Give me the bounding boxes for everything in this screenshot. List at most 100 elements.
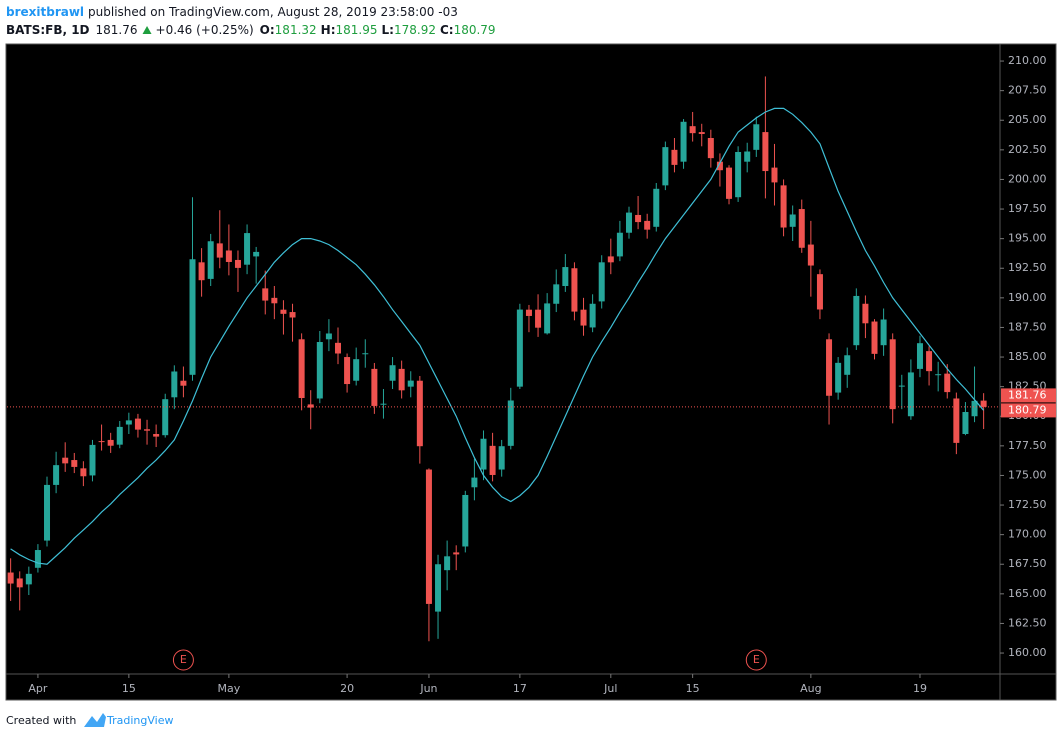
- candle-body: [153, 434, 160, 437]
- close-price-box: [1001, 403, 1056, 418]
- event-label: E: [753, 653, 760, 666]
- candle-body: [689, 126, 696, 134]
- candle-body: [926, 351, 933, 372]
- candle-body: [398, 368, 405, 391]
- candle-body: [389, 365, 396, 381]
- candle-body: [362, 353, 369, 355]
- candle-body: [771, 167, 778, 183]
- x-tick-label: Jul: [603, 682, 617, 695]
- candle-body: [753, 124, 760, 150]
- candle-body: [234, 259, 241, 268]
- y-tick-label: 205.00: [1008, 113, 1047, 126]
- candle-body: [180, 380, 187, 386]
- y-tick-label: 197.50: [1008, 202, 1047, 215]
- candle-body: [507, 400, 514, 446]
- candle-body: [435, 564, 442, 612]
- candle-body: [189, 259, 196, 375]
- quote-line: BATS:FB, 1D 181.76 +0.46 (+0.25%) O:181.32 H…: [6, 23, 496, 37]
- candle-body: [835, 362, 842, 393]
- candle-body: [935, 374, 942, 376]
- candle-body: [889, 339, 896, 410]
- candle-body: [216, 243, 223, 258]
- y-tick-label: 160.00: [1008, 646, 1047, 659]
- candle-body: [853, 295, 860, 346]
- candle-body: [244, 233, 251, 265]
- x-tick-label: 15: [686, 682, 700, 695]
- candle-body: [325, 333, 332, 340]
- candle-body: [353, 359, 360, 381]
- candle-body: [407, 380, 414, 387]
- candle-body: [735, 151, 742, 198]
- candle-body: [344, 357, 351, 385]
- candle-body: [298, 339, 305, 399]
- x-tick-label: 20: [340, 682, 354, 695]
- y-tick-label: 210.00: [1008, 54, 1047, 67]
- x-tick-label: Aug: [800, 682, 821, 695]
- candle-body: [616, 232, 623, 257]
- candle-body: [980, 400, 987, 407]
- candle-body: [462, 494, 469, 547]
- o-label: O:: [260, 23, 275, 37]
- chart-frame: [5, 43, 1057, 701]
- y-tick-label: 200.00: [1008, 172, 1047, 185]
- c-value: 180.79: [454, 23, 496, 37]
- candle-body: [625, 212, 632, 233]
- candle-body: [198, 262, 205, 281]
- candle-body: [571, 268, 578, 312]
- x-tick-label: 17: [513, 682, 527, 695]
- candle-body: [44, 484, 51, 541]
- candle-body: [798, 209, 805, 248]
- candle-body: [680, 121, 687, 162]
- moving-average: [10, 107, 985, 565]
- x-tick-label: Jun: [419, 682, 437, 695]
- y-tick-label: 207.50: [1008, 84, 1047, 97]
- footer-brand: TradingView: [106, 714, 173, 727]
- candle-body: [316, 342, 323, 399]
- plot: 160.00 162.50 165.00 167.50 170.00 172.50 175.…: [7, 54, 1056, 695]
- candle-body: [780, 185, 787, 228]
- candle-body: [271, 297, 278, 304]
- candle-body: [598, 262, 605, 302]
- candle-body: [34, 550, 41, 568]
- candle-body: [525, 309, 532, 316]
- candle-body: [916, 343, 923, 369]
- candle-body: [826, 339, 833, 396]
- last-price-box: [1001, 388, 1056, 403]
- published-info: published on TradingView.com, August 28,…: [88, 5, 458, 19]
- candle-body: [425, 469, 432, 604]
- l-value: 178.92: [394, 23, 436, 37]
- l-label: L:: [382, 23, 394, 37]
- candle-body: [125, 420, 132, 425]
- candle-body: [107, 439, 114, 446]
- x-tick-label: May: [218, 682, 241, 695]
- candle-body: [253, 251, 260, 257]
- event-marker: [172, 649, 194, 671]
- candle-body: [562, 267, 569, 287]
- o-value: 181.32: [275, 23, 317, 37]
- candle-body: [862, 303, 869, 324]
- y-tick-label: 167.50: [1008, 557, 1047, 570]
- candle-body: [744, 151, 751, 162]
- candle-body: [762, 132, 769, 172]
- h-label: H:: [321, 23, 336, 37]
- candle-body: [671, 149, 678, 165]
- candle-body: [289, 312, 296, 318]
- y-tick-label: 187.50: [1008, 320, 1047, 333]
- candle-body: [816, 274, 823, 310]
- candle-body: [53, 465, 60, 485]
- candle-body: [16, 578, 23, 588]
- candle-body: [453, 552, 460, 555]
- candle-body: [380, 403, 387, 405]
- candle-body: [225, 250, 232, 262]
- close-price-label: 180.79: [1008, 403, 1047, 416]
- candle-body: [489, 445, 496, 475]
- publish-line: brexitbrawl published on TradingView.com,…: [6, 5, 458, 19]
- y-tick-label: 175.00: [1008, 468, 1047, 481]
- candle-body: [480, 438, 487, 470]
- candle-body: [871, 321, 878, 354]
- candle-body: [280, 309, 287, 314]
- y-tick-label: 195.00: [1008, 232, 1047, 245]
- candle-body: [89, 444, 96, 476]
- candle-body: [553, 284, 560, 304]
- logo: [84, 713, 106, 727]
